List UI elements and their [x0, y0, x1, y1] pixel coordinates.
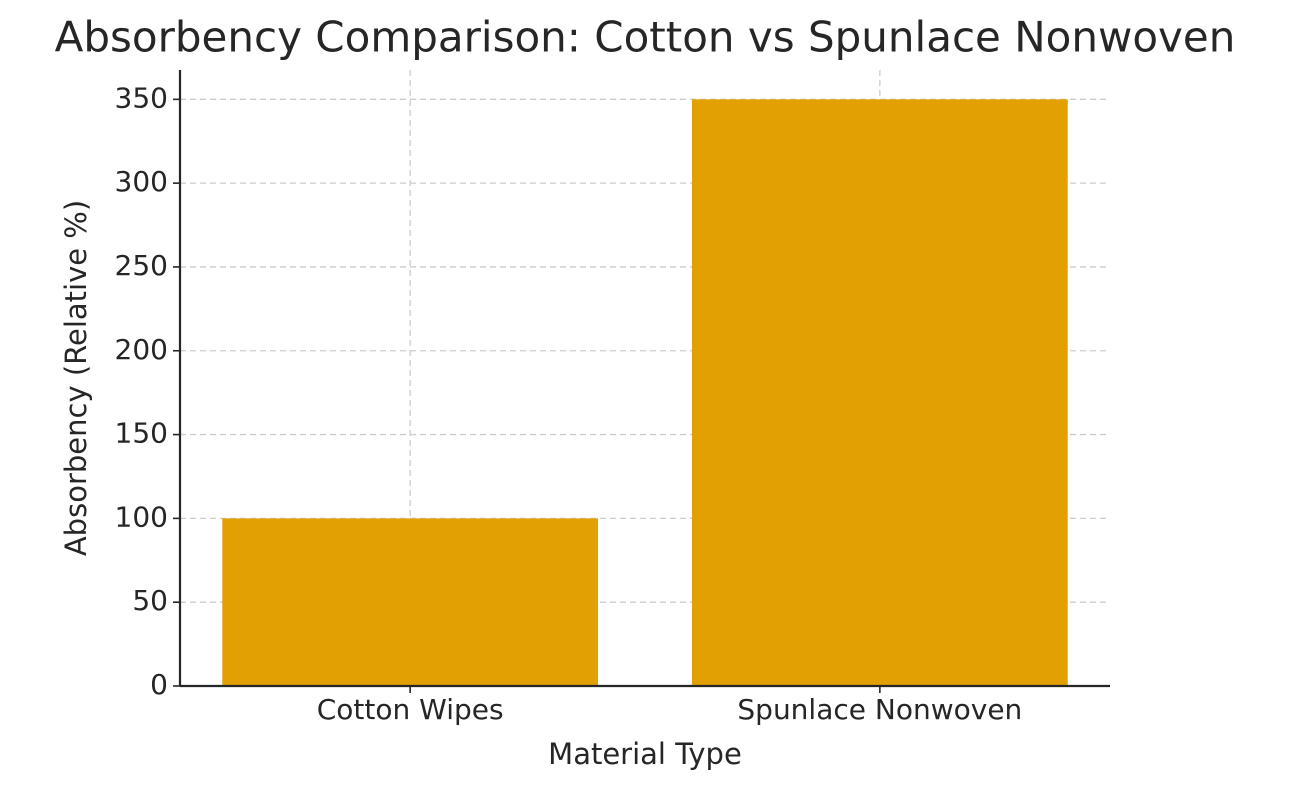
y-tick-label: 100	[115, 500, 168, 533]
bar	[222, 518, 599, 686]
y-tick-label: 0	[150, 668, 168, 701]
bar	[691, 99, 1068, 687]
y-tick-label: 150	[115, 417, 168, 450]
y-tick-label: 350	[115, 81, 168, 114]
y-tick-label: 300	[115, 165, 168, 198]
y-tick-label: 50	[132, 584, 168, 617]
y-axis-label: Absorbency (Relative %)	[59, 200, 93, 556]
x-tick-label: Spunlace Nonwoven	[737, 693, 1022, 726]
chart-title: Absorbency Comparison: Cotton vs Spunlac…	[55, 13, 1236, 62]
y-tick-label: 200	[115, 333, 168, 366]
y-tick-label: 250	[115, 249, 168, 282]
x-tick-label: Cotton Wipes	[317, 693, 504, 726]
x-axis-label: Material Type	[548, 737, 742, 771]
